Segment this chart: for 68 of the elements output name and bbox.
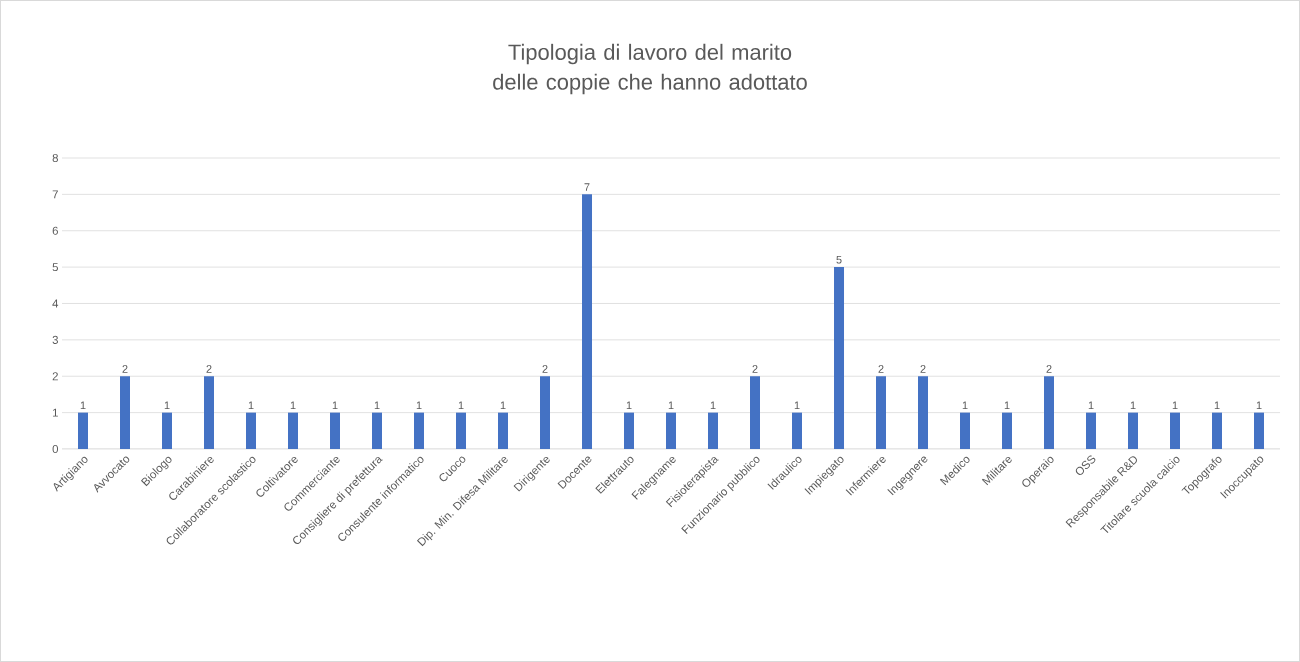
bar xyxy=(1128,412,1139,449)
bar xyxy=(1002,412,1013,449)
y-tick-label: 2 xyxy=(52,372,58,381)
bar xyxy=(162,412,172,449)
bar xyxy=(708,412,719,449)
bar xyxy=(918,376,929,449)
data-label: 1 xyxy=(416,401,422,410)
data-label: 1 xyxy=(374,401,380,410)
bar xyxy=(876,376,887,449)
bar xyxy=(288,412,298,449)
data-label: 1 xyxy=(1214,401,1220,410)
data-label: 2 xyxy=(206,365,212,373)
bar xyxy=(330,412,341,449)
y-tick-label: 8 xyxy=(52,153,58,163)
bar xyxy=(792,412,803,449)
bar xyxy=(750,376,761,449)
bar xyxy=(498,412,509,449)
data-label: 1 xyxy=(962,401,968,410)
data-label: 1 xyxy=(1172,401,1178,410)
data-label: 2 xyxy=(920,365,926,373)
bar xyxy=(582,194,593,449)
bar xyxy=(1212,412,1223,449)
data-label: 1 xyxy=(1088,401,1094,410)
data-label: 1 xyxy=(710,401,716,410)
bar xyxy=(666,412,677,449)
bar xyxy=(624,412,635,449)
bar xyxy=(372,412,383,449)
y-tick-label: 1 xyxy=(52,408,58,417)
data-label: 2 xyxy=(1046,365,1052,373)
data-label: 1 xyxy=(626,401,632,410)
bar xyxy=(456,412,467,449)
data-label: 7 xyxy=(584,183,590,191)
data-label: 1 xyxy=(332,401,338,410)
bar xyxy=(1044,376,1055,449)
bar xyxy=(246,412,256,449)
data-label: 1 xyxy=(164,401,170,410)
data-label: 1 xyxy=(80,401,86,410)
data-label: 5 xyxy=(836,255,842,264)
data-label: 1 xyxy=(1004,401,1010,410)
bar xyxy=(414,412,425,449)
data-label: 2 xyxy=(122,365,128,373)
chart-title: Tipologia di lavoro del marito delle coppie che hanno adottato xyxy=(493,43,807,95)
bar xyxy=(540,376,551,449)
bar xyxy=(78,412,88,449)
bar xyxy=(1086,412,1097,449)
y-tick-label: 0 xyxy=(52,444,59,454)
bar xyxy=(204,376,214,449)
bar xyxy=(834,267,845,449)
y-tick-label: 7 xyxy=(52,190,58,199)
data-label: 1 xyxy=(668,401,674,410)
data-label: 1 xyxy=(290,401,296,410)
bar xyxy=(1170,412,1181,449)
data-label: 1 xyxy=(248,401,254,410)
data-label: 1 xyxy=(458,401,464,410)
bar xyxy=(1254,412,1265,449)
data-label: 2 xyxy=(752,365,758,373)
bar xyxy=(960,412,971,449)
bar xyxy=(120,376,130,449)
y-tick-label: 5 xyxy=(52,263,58,272)
data-label: 1 xyxy=(1256,401,1262,410)
data-label: 2 xyxy=(542,365,548,373)
data-label: 2 xyxy=(878,365,884,373)
y-tick-label: 4 xyxy=(52,299,59,308)
data-label: 1 xyxy=(1130,401,1136,410)
y-tick-label: 3 xyxy=(52,335,58,344)
data-label: 1 xyxy=(500,401,506,410)
y-tick-label: 6 xyxy=(52,226,58,235)
data-label: 1 xyxy=(794,401,800,410)
